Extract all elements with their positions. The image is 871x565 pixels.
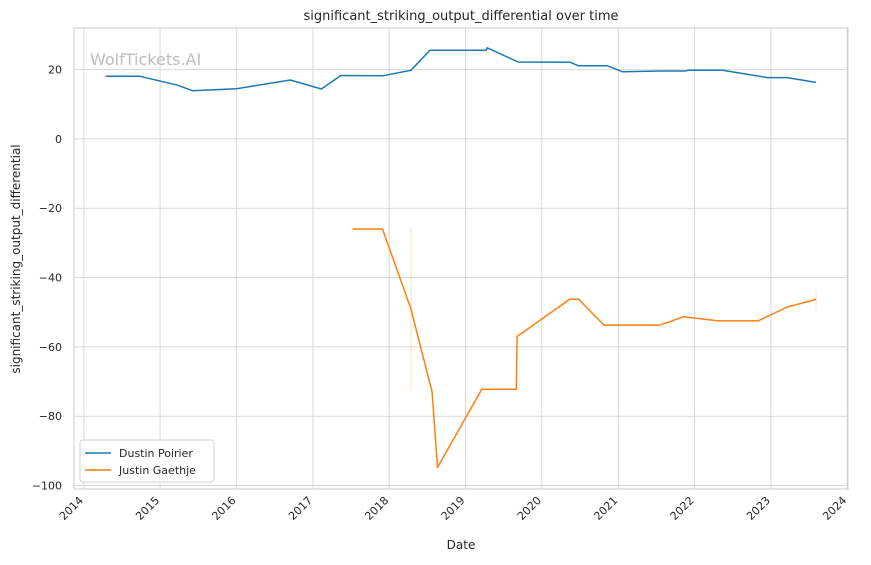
legend-label-justin-gaethje: Justin Gaethje <box>118 464 196 477</box>
chart-title: significant_striking_output_differential… <box>304 9 619 24</box>
y-axis-label: significant_striking_output_differential <box>9 144 23 373</box>
y-tick-label: −40 <box>39 272 62 285</box>
grid-layer <box>74 28 848 489</box>
series-line-justin-gaethje <box>352 228 817 469</box>
y-tick-label: −80 <box>39 410 62 423</box>
series-layer <box>105 47 817 469</box>
y-tick-label: 0 <box>55 133 62 146</box>
x-axis-label: Date <box>447 538 476 552</box>
watermark: WolfTickets.AI <box>90 50 201 69</box>
y-tick-label: −60 <box>39 341 62 354</box>
legend-label-dustin-poirier: Dustin Poirier <box>119 447 193 460</box>
y-tick-label: −100 <box>32 480 62 493</box>
y-tick-label: 20 <box>48 64 62 77</box>
legend-box <box>79 439 215 483</box>
series-line-dustin-poirier <box>105 47 817 92</box>
legend: Dustin Poirier Justin Gaethje <box>79 439 215 483</box>
y-tick-label: −20 <box>39 202 62 215</box>
plot-area-frame <box>73 27 849 490</box>
